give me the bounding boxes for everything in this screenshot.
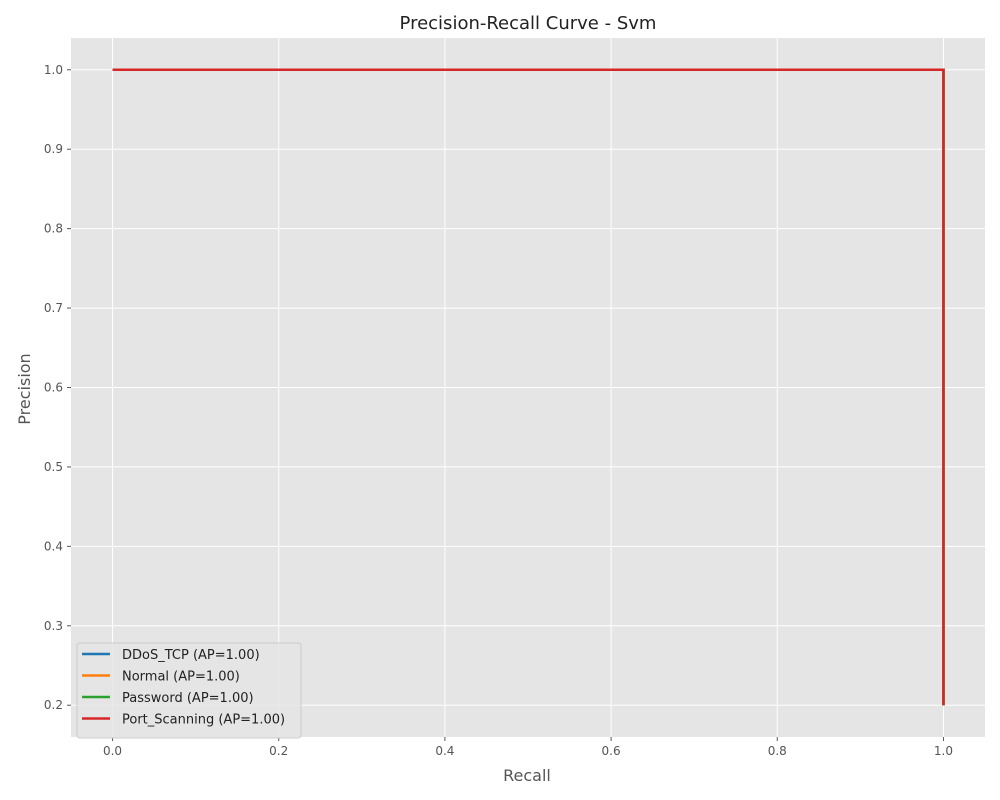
y-tick-label: 0.9: [44, 142, 63, 156]
chart-title: Precision-Recall Curve - Svm: [400, 13, 657, 34]
axis-ticks: 0.0 0.2 0.4 0.6 0.8 1.0 0.2 0.3 0.4 0.5 0.6 0.7 0.8 0…: [44, 63, 953, 758]
x-axis-label: Recall: [503, 766, 551, 785]
legend-label: Port_Scanning (AP=1.00): [122, 713, 285, 728]
legend: DDoS_TCP (AP=1.00) Normal (AP=1.00) Passwo…: [76, 642, 302, 739]
y-tick-label: 0.4: [44, 539, 63, 553]
y-tick-label: 0.6: [44, 381, 63, 395]
series-line-3: [112, 68, 945, 706]
x-tick-label: 1.0: [934, 744, 953, 758]
legend-box: [76, 642, 302, 739]
y-tick-label: 1.0: [44, 63, 63, 77]
x-tick-label: 0.8: [768, 744, 787, 758]
y-tick-label: 0.3: [44, 619, 63, 633]
y-tick-label: 0.2: [44, 698, 63, 712]
legend-label: Normal (AP=1.00): [122, 670, 240, 685]
legend-label: Password (AP=1.00): [122, 691, 254, 706]
series-lines: [112, 68, 945, 706]
x-tick-label: 0.4: [435, 744, 454, 758]
y-tick-label: 0.7: [44, 301, 63, 315]
y-tick-label: 0.8: [44, 222, 63, 236]
x-tick-label: 0.6: [602, 744, 621, 758]
x-tick-label: 0.0: [103, 744, 122, 758]
x-tick-label: 0.2: [269, 744, 288, 758]
legend-label: DDoS_TCP (AP=1.00): [122, 648, 260, 663]
y-axis-label: Precision: [15, 353, 34, 424]
y-tick-label: 0.5: [44, 460, 63, 474]
